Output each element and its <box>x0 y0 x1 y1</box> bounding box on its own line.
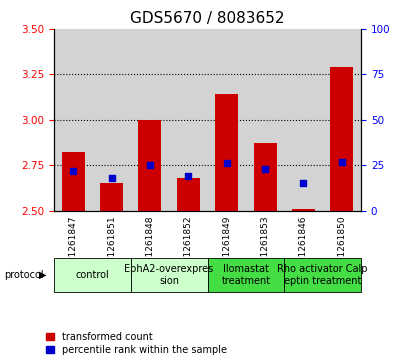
Bar <box>100 183 123 211</box>
Text: Rho activator Calp
eptin treatment: Rho activator Calp eptin treatment <box>277 264 368 286</box>
Bar <box>139 120 161 211</box>
Point <box>339 159 345 164</box>
Bar <box>62 152 85 211</box>
Point <box>108 175 115 181</box>
Point <box>262 166 269 172</box>
Text: EphA2-overexpres
sion: EphA2-overexpres sion <box>124 264 214 286</box>
Point <box>223 160 230 166</box>
Text: Ilomastat
treatment: Ilomastat treatment <box>221 264 271 286</box>
Bar <box>177 178 200 211</box>
Bar <box>254 143 276 211</box>
Legend: transformed count, percentile rank within the sample: transformed count, percentile rank withi… <box>46 331 227 355</box>
Bar <box>215 94 238 211</box>
Text: ▶: ▶ <box>39 270 47 280</box>
Bar <box>292 209 315 211</box>
Point <box>185 173 192 179</box>
Title: GDS5670 / 8083652: GDS5670 / 8083652 <box>130 12 285 26</box>
Text: control: control <box>76 270 109 280</box>
Point <box>146 162 153 168</box>
Text: protocol: protocol <box>4 270 44 280</box>
Point <box>300 180 307 186</box>
Bar <box>330 67 354 211</box>
Point <box>70 168 76 174</box>
